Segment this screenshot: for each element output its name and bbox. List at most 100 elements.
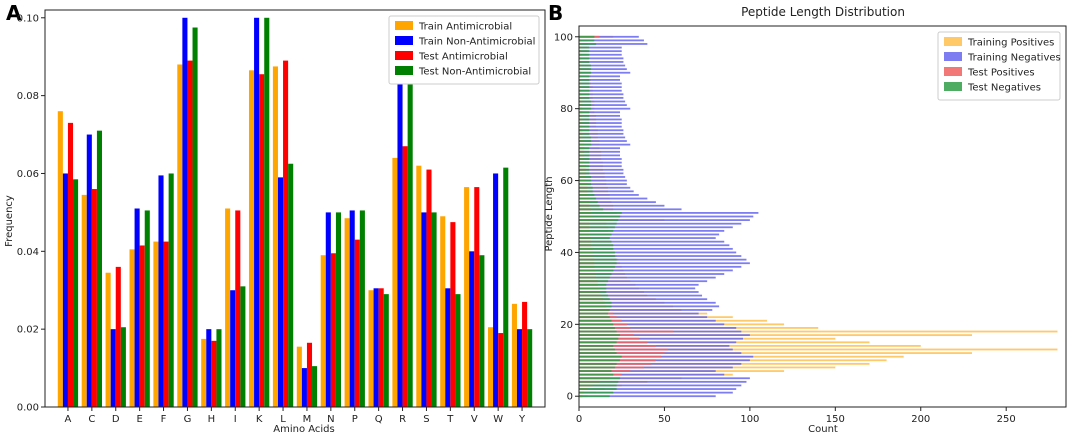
hbar-training-negatives-len-94: [579, 57, 624, 60]
hbar-training-negatives-len-19: [579, 327, 737, 329]
legend-label: Test Positives: [967, 68, 1035, 79]
hbar-test-negatives-len-55: [579, 197, 597, 200]
bar-R-test-antimicrobial: [402, 146, 408, 407]
hbar-training-negatives-len-38: [579, 258, 747, 261]
hbar-test-negatives-len-79: [579, 111, 590, 114]
hbar-training-negatives-len-78: [579, 114, 621, 117]
hbar-training-negatives-len-42: [579, 244, 730, 247]
hbar-test-negatives-len-38: [579, 258, 617, 261]
hbar-training-positives-len-17: [579, 334, 973, 337]
hbar-training-negatives-len-44: [579, 237, 716, 239]
bar-R-train-non-antimicrobial: [397, 56, 403, 408]
hbar-test-negatives-len-41: [579, 247, 614, 250]
hbar-training-negatives-len-84: [579, 93, 624, 96]
bar-D-test-antimicrobial: [115, 266, 121, 407]
hbar-test-negatives-len-5: [579, 377, 621, 380]
bar-N-train-non-antimicrobial: [325, 212, 331, 407]
hbar-training-negatives-len-8: [579, 366, 733, 369]
hbar-test-negatives-len-33: [579, 276, 610, 279]
hbar-training-negatives-len-7: [579, 370, 716, 372]
bar-F-train-non-antimicrobial: [158, 175, 164, 407]
bar-G-test-antimicrobial: [187, 60, 193, 408]
x-tick-label: Y: [518, 414, 526, 425]
legend-label: Test Antimicrobial: [418, 52, 508, 63]
hbar-test-negatives-len-95: [579, 53, 590, 56]
hbar-test-negatives-len-7: [579, 370, 612, 372]
hbar-test-negatives-len-62: [579, 172, 590, 175]
hbar-training-negatives-len-69: [579, 147, 621, 150]
hbar-training-negatives-len-90: [579, 71, 631, 74]
panel-b-x-axis-title: Count: [808, 424, 838, 435]
panel-b-axes: 0 50 100 150 200 250 0 20 40 60 80 100: [554, 25, 1067, 425]
hbar-training-negatives-len-59: [579, 183, 627, 186]
bar-Q-train-antimicrobial: [368, 290, 374, 407]
hbar-test-negatives-len-37: [579, 262, 617, 265]
x-tick-label: G: [184, 414, 192, 425]
hbar-training-negatives-len-15: [579, 341, 737, 344]
hbar-training-negatives-len-50: [579, 215, 754, 218]
bar-M-test-non-antimicrobial: [312, 366, 318, 407]
bar-W-train-non-antimicrobial: [493, 173, 499, 407]
hbar-training-negatives-len-71: [579, 140, 627, 142]
hbar-test-negatives-len-80: [579, 107, 591, 110]
bar-C-train-antimicrobial: [81, 194, 87, 407]
hbar-training-negatives-len-62: [579, 172, 624, 175]
bar-R-train-antimicrobial: [392, 157, 398, 407]
hbar-training-negatives-len-76: [579, 122, 622, 124]
hbar-test-negatives-len-10: [579, 359, 621, 362]
panel-a-x-axis-title: Amino Acids: [273, 424, 335, 435]
hbar-training-negatives-len-36: [579, 265, 742, 268]
bar-Q-test-non-antimicrobial: [383, 294, 389, 407]
hbar-test-negatives-len-72: [579, 136, 591, 139]
bar-F-train-antimicrobial: [153, 241, 159, 407]
hbar-test-negatives-len-86: [579, 86, 590, 89]
bar-R-test-non-antimicrobial: [407, 64, 413, 407]
hbar-test-negatives-len-2: [579, 388, 617, 390]
legend-swatch: [395, 36, 413, 45]
hbar-test-negatives-len-87: [579, 82, 590, 85]
x-tick-label: Q: [375, 414, 383, 425]
hbar-training-negatives-len-34: [579, 273, 725, 275]
hbar-test-negatives-len-30: [579, 287, 607, 290]
hbar-test-negatives-len-12: [579, 352, 617, 354]
bar-G-train-antimicrobial: [177, 64, 183, 407]
hbar-test-negatives-len-76: [579, 122, 590, 124]
bar-L-test-non-antimicrobial: [288, 163, 294, 407]
hbar-test-negatives-len-1: [579, 391, 614, 394]
hbar-test-negatives-len-48: [579, 222, 617, 225]
hbar-test-negatives-len-51: [579, 212, 622, 214]
hbar-test-negatives-len-16: [579, 337, 619, 340]
hbar-training-negatives-len-5: [579, 377, 750, 380]
hbar-training-negatives-len-74: [579, 129, 624, 132]
hbar-test-negatives-len-77: [579, 118, 590, 121]
y-tick-label: 40: [560, 248, 573, 259]
hbar-training-negatives-len-32: [579, 280, 708, 283]
hbar-training-negatives-len-16: [579, 337, 744, 340]
bar-T-test-antimicrobial: [450, 222, 456, 407]
hbar-test-negatives-len-82: [579, 100, 591, 103]
bar-E-test-non-antimicrobial: [144, 210, 150, 407]
hbar-training-negatives-len-20: [579, 323, 725, 326]
panel-a-legend: Train Antimicrobial Train Non-Antimicrobi…: [388, 15, 540, 85]
hbar-training-negatives-len-54: [579, 201, 656, 204]
hbar-test-negatives-len-42: [579, 244, 614, 247]
bar-C-test-antimicrobial: [91, 189, 97, 407]
hbar-test-negatives-len-28: [579, 294, 609, 297]
hbar-test-negatives-len-54: [579, 201, 598, 204]
hbar-test-negatives-len-91: [579, 68, 591, 71]
bar-Y-train-antimicrobial: [511, 303, 517, 407]
hbar-test-negatives-len-89: [579, 75, 590, 78]
bar-K-test-antimicrobial: [259, 74, 265, 408]
hbar-test-negatives-len-93: [579, 61, 590, 63]
bar-M-test-antimicrobial: [306, 342, 313, 407]
hbar-test-negatives-len-23: [579, 312, 609, 315]
y-tick-label: 100: [554, 32, 573, 43]
bar-A-test-antimicrobial: [67, 122, 74, 407]
y-tick-label: 0: [567, 392, 573, 403]
panel-b-letter: B: [548, 1, 563, 25]
x-tick-label: L: [280, 414, 286, 425]
hbar-test-negatives-len-90: [579, 71, 591, 74]
hbar-training-negatives-len-28: [579, 294, 703, 297]
hbar-training-negatives-len-65: [579, 161, 622, 164]
